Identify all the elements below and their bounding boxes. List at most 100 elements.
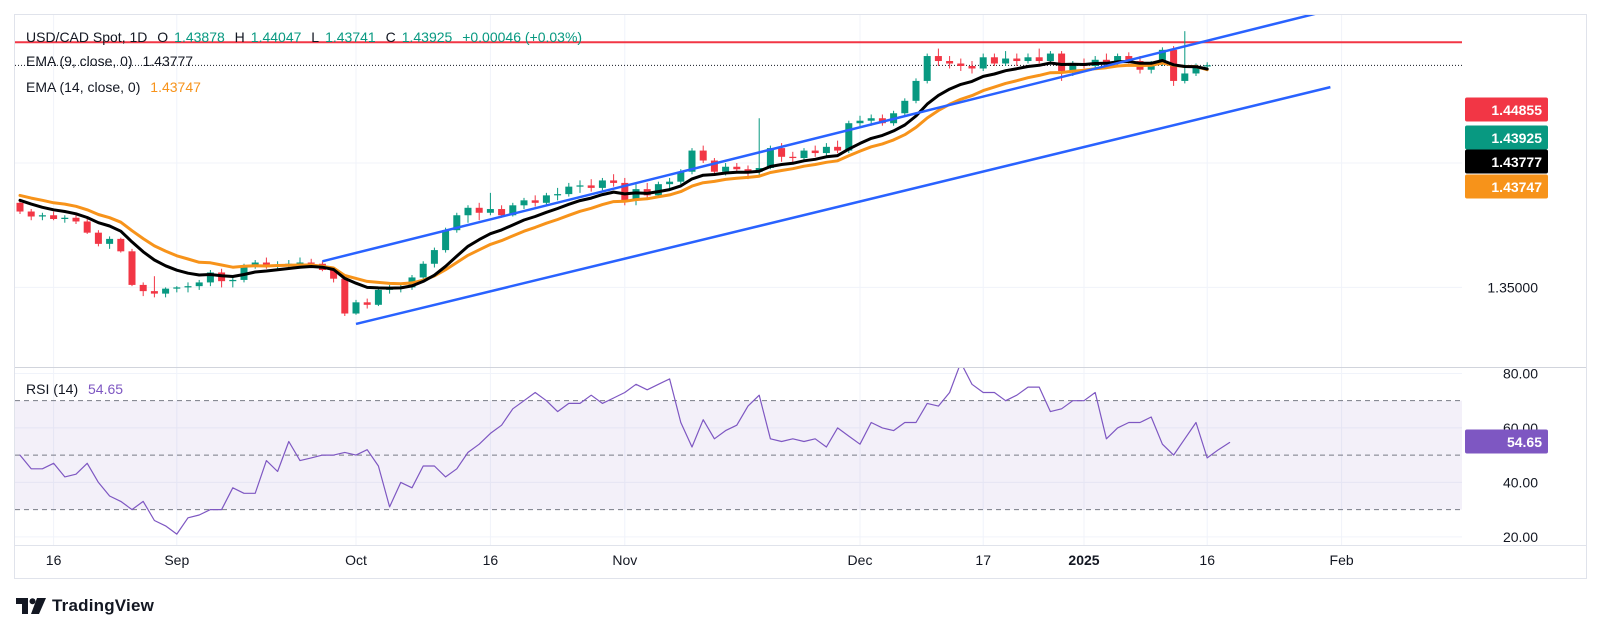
x-tick-label: 2025 (1068, 552, 1099, 568)
candle-body (1058, 53, 1066, 71)
candle-body (296, 262, 304, 264)
candle-body (38, 215, 46, 217)
candle (184, 282, 192, 293)
chart-frame (14, 14, 1587, 579)
candle-body (509, 205, 517, 216)
ema14-label: EMA (14, close, 0) (26, 79, 141, 95)
candle-body (27, 211, 35, 217)
candle-body (1102, 59, 1110, 63)
candle-body (139, 284, 147, 292)
candle (710, 158, 718, 175)
rsi-value: 54.65 (88, 381, 124, 397)
candle (990, 53, 998, 66)
close-value: C 1.43925 (385, 29, 453, 45)
candle-body (1192, 67, 1200, 74)
ohlc-legend: USD/CAD Spot, 1D O 1.43878 H 1.44047 L 1.43… (26, 29, 588, 45)
candle-body (1046, 53, 1054, 62)
candle (475, 202, 483, 221)
candle (901, 98, 909, 116)
rsi-label: RSI (14) (26, 381, 79, 397)
ohlc-values: O 1.43878 (157, 29, 225, 45)
candle-body (722, 166, 730, 172)
candle-body (307, 262, 315, 264)
candle (229, 276, 237, 288)
candle (106, 236, 114, 249)
candle-body (464, 207, 472, 216)
ema14-value: 1.43747 (150, 79, 201, 95)
candle-body (778, 148, 786, 157)
candle-body (677, 171, 685, 182)
candle (610, 174, 618, 187)
candle-body (117, 238, 125, 252)
candle-body (61, 217, 69, 219)
candle-body (923, 56, 931, 81)
candle-body (1114, 56, 1122, 63)
rsi-legend[interactable]: RSI (14) 54.65 (26, 381, 129, 397)
candle-body (486, 209, 494, 213)
tradingview-wordmark: TradingView (52, 596, 155, 615)
candle-body (834, 146, 842, 151)
candle (800, 148, 808, 161)
candle (979, 53, 987, 71)
candle-body (688, 150, 696, 172)
candle-body (666, 181, 674, 185)
rsi-tick-label: 80.00 (1503, 365, 1538, 381)
tradingview-logo[interactable]: TradingView (16, 596, 154, 616)
candle (419, 261, 427, 280)
candle-body (766, 148, 774, 168)
change-value: +0.00046 (+0.03%) (462, 29, 583, 45)
candle-body (1035, 57, 1043, 62)
candle (542, 192, 550, 206)
candle-body (587, 185, 595, 188)
candle-body (442, 230, 450, 251)
candle-body (654, 184, 662, 196)
candle (1181, 31, 1189, 84)
badge-bg (1465, 429, 1548, 454)
badge-text: 1.43747 (1491, 179, 1542, 195)
x-tick-label: Sep (164, 552, 189, 568)
candle (968, 61, 976, 74)
candle-body (867, 118, 875, 121)
candle (834, 140, 842, 154)
candle-body (811, 150, 819, 154)
candle (206, 269, 214, 287)
candle-body (789, 156, 797, 159)
candle (218, 268, 226, 288)
candle-body (453, 215, 461, 231)
candle-body (341, 278, 349, 314)
ema14-line (18, 61, 1209, 286)
candle (150, 276, 158, 298)
candle-body (206, 272, 214, 283)
candle-body (16, 202, 24, 212)
candle-body (912, 80, 920, 101)
x-tick-label: Feb (1330, 552, 1354, 568)
ema14-price-badge: 1.43747 (1465, 174, 1548, 199)
x-tick-label: 16 (483, 552, 499, 568)
symbol-label[interactable]: USD/CAD Spot, 1D (26, 29, 148, 45)
candle (755, 118, 763, 176)
badge-bg (1465, 149, 1548, 174)
candle (83, 217, 91, 234)
candle (173, 286, 181, 293)
ema9-legend[interactable]: EMA (9, close, 0) 1.43777 (26, 53, 199, 69)
badge-text: 1.44855 (1491, 102, 1542, 118)
candle (789, 151, 797, 164)
candle-body (72, 217, 80, 222)
candle-body (195, 282, 203, 287)
candle-body (990, 57, 998, 64)
candle-body (554, 194, 562, 196)
candle-body (598, 180, 606, 188)
candle-body (565, 186, 573, 195)
channel-upper-line (322, 15, 1316, 263)
candle-body (50, 215, 58, 219)
candle-body (498, 209, 506, 216)
candle (598, 177, 606, 191)
candle-body (520, 200, 528, 206)
candle (453, 212, 461, 233)
candle (341, 276, 349, 317)
candle (363, 298, 371, 309)
candle (699, 145, 707, 164)
price-badges: 1.44855 1.43925 1.43777 1.43747 54.65 (1465, 97, 1548, 454)
ema14-legend[interactable]: EMA (14, close, 0) 1.43747 (26, 79, 207, 95)
